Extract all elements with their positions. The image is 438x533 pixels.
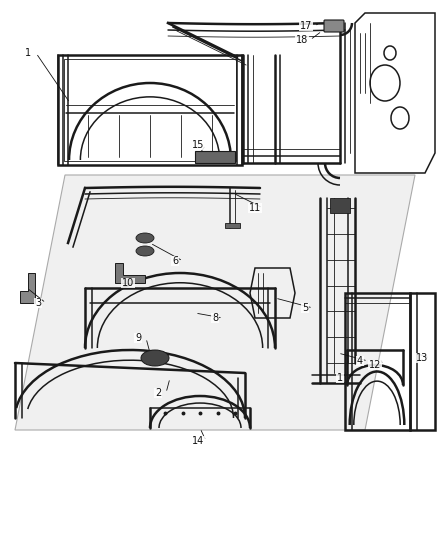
Ellipse shape bbox=[136, 246, 154, 256]
Text: 11: 11 bbox=[249, 203, 261, 213]
Text: 8: 8 bbox=[212, 313, 218, 323]
Text: 4: 4 bbox=[357, 356, 363, 366]
Text: 2: 2 bbox=[155, 388, 161, 398]
Text: 15: 15 bbox=[192, 140, 204, 150]
Polygon shape bbox=[20, 273, 35, 303]
Text: 1: 1 bbox=[25, 48, 31, 58]
Text: 6: 6 bbox=[172, 256, 178, 266]
Text: 9: 9 bbox=[135, 333, 141, 343]
Polygon shape bbox=[115, 263, 145, 283]
Polygon shape bbox=[15, 175, 415, 430]
Ellipse shape bbox=[136, 233, 154, 243]
Text: 12: 12 bbox=[369, 360, 381, 370]
Text: 1: 1 bbox=[337, 373, 343, 383]
Text: 10: 10 bbox=[122, 278, 134, 288]
Polygon shape bbox=[225, 223, 240, 228]
Text: 5: 5 bbox=[302, 303, 308, 313]
FancyBboxPatch shape bbox=[324, 20, 344, 32]
Text: 17: 17 bbox=[300, 21, 312, 31]
Bar bbox=[195, 151, 235, 163]
Text: 3: 3 bbox=[35, 298, 41, 308]
Text: 13: 13 bbox=[416, 353, 428, 363]
Polygon shape bbox=[330, 198, 350, 213]
Text: 14: 14 bbox=[192, 436, 204, 446]
Ellipse shape bbox=[141, 350, 169, 366]
Text: 18: 18 bbox=[296, 35, 308, 45]
